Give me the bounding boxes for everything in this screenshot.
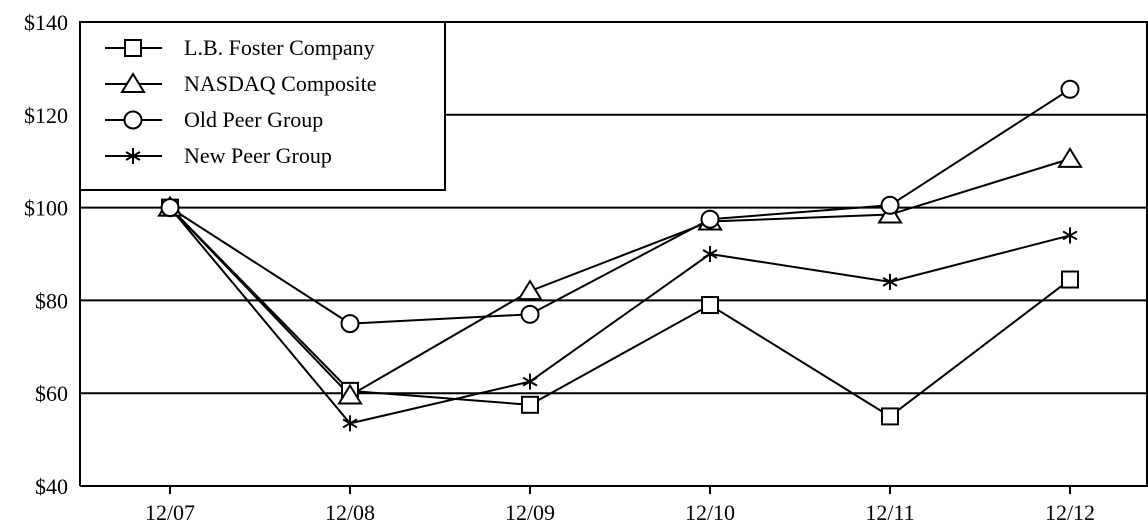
data-point-new-peer-group-12-10 xyxy=(702,246,718,262)
data-point-new-peer-group-12-11 xyxy=(882,273,898,290)
legend-label: New Peer Group xyxy=(184,143,332,168)
data-point-nasdaq-composite-12-08 xyxy=(337,383,363,405)
legend-marker-square xyxy=(124,39,142,57)
x-tick-label: 12/12 xyxy=(1045,500,1095,525)
legend-label: NASDAQ Composite xyxy=(184,71,377,96)
data-point-new-peer-group-12-12 xyxy=(1062,227,1078,244)
y-tick-label: $80 xyxy=(35,288,68,313)
series-lines xyxy=(157,79,1083,432)
x-tick-label: 12/10 xyxy=(685,500,735,525)
legend-item-old-peer-group: Old Peer Group xyxy=(105,107,323,132)
data-point-nasdaq-composite-12-09 xyxy=(517,279,543,301)
series-line-nasdaq-composite xyxy=(169,157,1071,397)
legend-label: Old Peer Group xyxy=(184,107,323,132)
x-tick-label: 12/09 xyxy=(505,500,555,525)
y-tick-label: $60 xyxy=(35,381,68,406)
x-tick-label: 12/07 xyxy=(145,500,195,525)
legend-label: L.B. Foster Company xyxy=(184,35,375,60)
y-tick-label: $140 xyxy=(24,10,68,35)
data-point-l-b-foster-company-12-09 xyxy=(521,395,539,414)
y-tick-label: $100 xyxy=(24,196,68,221)
legend-marker-triangle xyxy=(120,72,146,93)
y-tick-label: $40 xyxy=(35,474,68,499)
y-axis-tick-labels: $40 $60 $80 $100 $120 $140 xyxy=(24,10,68,499)
legend-marker-circle xyxy=(123,110,143,130)
data-point-old-peer-group-12-11 xyxy=(880,195,900,215)
legend-item-nasdaq-composite: NASDAQ Composite xyxy=(105,71,377,96)
data-point-old-peer-group-12-09 xyxy=(520,304,540,324)
x-tick-label: 12/11 xyxy=(865,500,914,525)
series-line-new-peer-group xyxy=(169,206,1071,425)
series-line-old-peer-group xyxy=(169,88,1071,325)
legend-item-new-peer-group: New Peer Group xyxy=(105,143,332,168)
legend: L.B. Foster Company NASDAQ Composite Old P… xyxy=(79,21,446,191)
legend-item-l-b-foster-company: L.B. Foster Company xyxy=(105,35,375,60)
y-tick-label: $120 xyxy=(24,103,68,128)
data-point-l-b-foster-company-12-12 xyxy=(1061,270,1079,289)
data-point-old-peer-group-12-07 xyxy=(160,198,180,218)
data-point-old-peer-group-12-08 xyxy=(340,314,360,334)
data-point-nasdaq-composite-12-12 xyxy=(1057,146,1083,168)
x-tick-label: 12/08 xyxy=(325,500,375,525)
legend-marker-asterisk xyxy=(125,148,141,164)
data-point-new-peer-group-12-08 xyxy=(342,415,358,432)
data-point-new-peer-group-12-09 xyxy=(522,373,538,390)
data-point-old-peer-group-12-10 xyxy=(700,209,720,229)
data-point-l-b-foster-company-12-10 xyxy=(701,296,719,315)
data-point-l-b-foster-company-12-11 xyxy=(881,407,899,426)
series-line-l-b-foster-company xyxy=(169,206,1071,418)
data-point-old-peer-group-12-12 xyxy=(1060,79,1080,99)
x-axis-tick-labels: 12/07 12/08 12/09 12/10 12/11 12/12 xyxy=(145,500,1095,525)
